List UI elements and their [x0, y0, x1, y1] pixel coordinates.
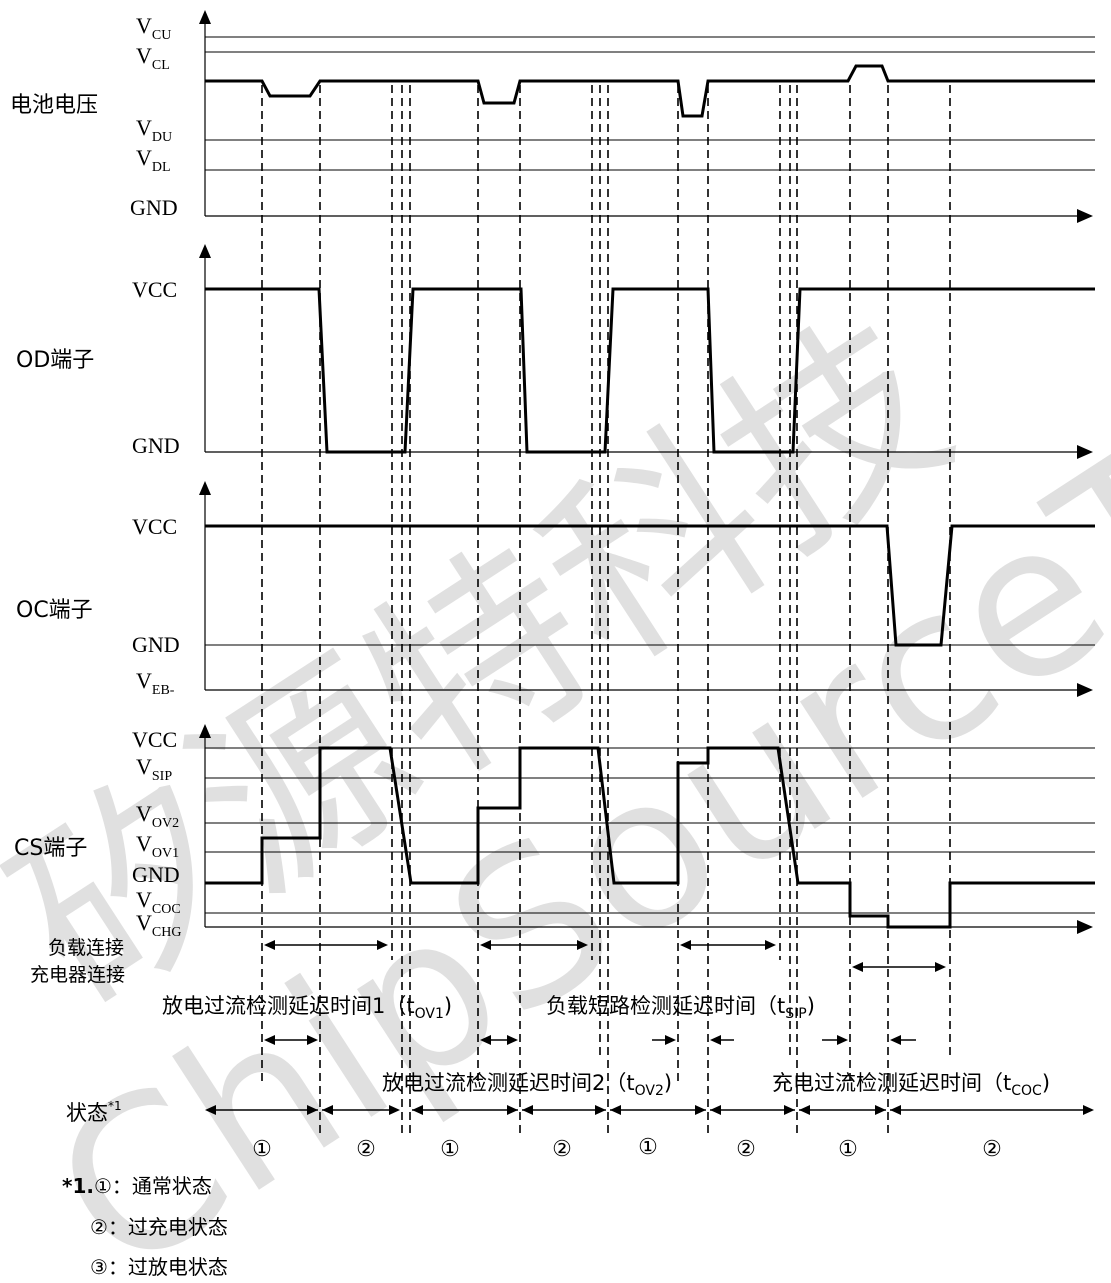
arrowhead: [522, 1105, 533, 1115]
arrowhead: [890, 1105, 901, 1115]
signal-label-od: OD端子: [16, 348, 94, 373]
delay-label-tov2: 放电过流检测延迟时间2（tOV2): [382, 1071, 672, 1099]
level-label-od-gnd: GND: [132, 433, 180, 458]
cs-x-arrow: [1077, 920, 1093, 934]
arrowhead: [784, 1105, 795, 1115]
battery-voltage-waveform: [205, 64, 1095, 118]
delay-label-tov1: 放电过流检测延迟时间1（tOV1): [162, 994, 452, 1022]
arrowhead: [507, 1105, 518, 1115]
level-label-cs-gnd: GND: [132, 862, 180, 887]
od-x-arrow: [1077, 445, 1093, 459]
oc-terminal-panel: VCC GND VEB- OC端子: [16, 481, 1095, 698]
load-connection-label: 负载连接: [48, 937, 124, 959]
arrowhead: [412, 1105, 423, 1115]
arrowhead: [875, 1105, 886, 1115]
state-label: 状态*1: [66, 1099, 122, 1125]
arrowhead: [264, 940, 275, 950]
level-label-vcl: VCL: [136, 43, 170, 73]
od-terminal-panel: VCC GND OD端子: [16, 244, 1095, 459]
arrowhead: [205, 1105, 216, 1115]
signal-label-oc: OC端子: [16, 598, 93, 623]
level-label-oc-gnd: GND: [132, 632, 180, 657]
cs-y-arrow: [199, 724, 211, 738]
legend-item-1: *1.①：通常状态: [62, 1174, 212, 1198]
oc-x-arrow: [1077, 683, 1093, 697]
level-label-od-vcc: VCC: [132, 277, 177, 302]
arrowhead: [799, 1105, 810, 1115]
level-label-vdl: VDL: [136, 145, 171, 175]
arrowhead: [852, 962, 863, 972]
arrowhead: [507, 1035, 518, 1045]
oc-terminal-waveform: [205, 524, 1095, 647]
delay-labels: 放电过流检测延迟时间1（tOV1) 负载短路检测延迟时间（tSIP) 放电过流检…: [162, 994, 1050, 1099]
arrowhead: [890, 1035, 901, 1045]
arrowhead: [710, 1105, 721, 1115]
level-label-vdu: VDU: [136, 115, 172, 145]
level-label-cs-vcc: VCC: [132, 727, 177, 752]
level-label-vchg: VCHG: [136, 910, 181, 940]
state-symbol: ②: [552, 1136, 572, 1161]
level-label-vov2: VOV2: [136, 801, 179, 831]
legend-item-3: ③：过放电状态: [90, 1255, 228, 1279]
arrowhead: [765, 940, 776, 950]
state-symbol: ①: [838, 1136, 858, 1161]
cs-terminal-waveform: [205, 746, 1095, 929]
arrowhead: [710, 1035, 721, 1045]
battery-y-arrow: [199, 10, 211, 24]
signal-label-cs: CS端子: [14, 836, 87, 861]
arrowhead: [680, 940, 691, 950]
state-symbol: ②: [982, 1136, 1002, 1161]
arrowhead: [935, 962, 946, 972]
level-label-vsip: VSIP: [136, 754, 172, 784]
arrowhead: [837, 1035, 848, 1045]
arrowhead: [610, 1105, 621, 1115]
state-symbol: ②: [356, 1136, 376, 1161]
arrowhead: [480, 1035, 491, 1045]
delay-arrows: [205, 940, 1094, 1115]
arrowhead: [264, 1035, 275, 1045]
state-symbol: ①: [638, 1134, 658, 1159]
state-row: 状态*1 ① ② ① ② ① ② ① ②: [66, 1099, 1002, 1161]
arrowhead: [695, 1105, 706, 1115]
charger-connection-label: 充电器连接: [30, 964, 125, 986]
legend: *1.①：通常状态 ②：过充电状态 ③：过放电状态: [62, 1174, 228, 1279]
legend-item-2: ②：过充电状态: [90, 1215, 228, 1239]
arrowhead: [1083, 1105, 1094, 1115]
arrowhead: [480, 940, 491, 950]
arrowhead: [307, 1105, 318, 1115]
arrowhead: [322, 1105, 333, 1115]
level-label-veb: VEB-: [136, 668, 175, 698]
state-symbol: ②: [736, 1136, 756, 1161]
od-y-arrow: [199, 244, 211, 258]
state-symbol: ①: [252, 1136, 272, 1161]
level-label-vcoc: VCOC: [136, 887, 181, 917]
oc-y-arrow: [199, 481, 211, 495]
arrowhead: [377, 940, 388, 950]
arrowhead: [307, 1035, 318, 1045]
cs-terminal-panel: VCC VSIP VOV2 VOV1 GND VCOC VCHG CS端子 负载…: [14, 724, 1095, 986]
level-label-battery-gnd: GND: [130, 195, 178, 220]
battery-x-arrow: [1077, 209, 1093, 223]
level-label-oc-vcc: VCC: [132, 514, 177, 539]
battery-voltage-panel: VCU VCL VDU VDL GND 电池电压: [10, 10, 1095, 223]
arrowhead: [595, 1105, 606, 1115]
arrowhead: [389, 1105, 400, 1115]
delay-label-tsip: 负载短路检测延迟时间（tSIP): [546, 994, 815, 1022]
level-label-vov1: VOV1: [136, 831, 179, 861]
arrowhead: [577, 940, 588, 950]
state-symbol: ①: [440, 1136, 460, 1161]
event-dashed-lines: [261, 85, 951, 1138]
signal-label-battery: 电池电压: [10, 93, 98, 118]
level-label-vcu: VCU: [136, 13, 171, 43]
arrowhead: [665, 1035, 676, 1045]
delay-label-tcoc: 充电过流检测延迟时间（tCOC): [772, 1071, 1050, 1099]
